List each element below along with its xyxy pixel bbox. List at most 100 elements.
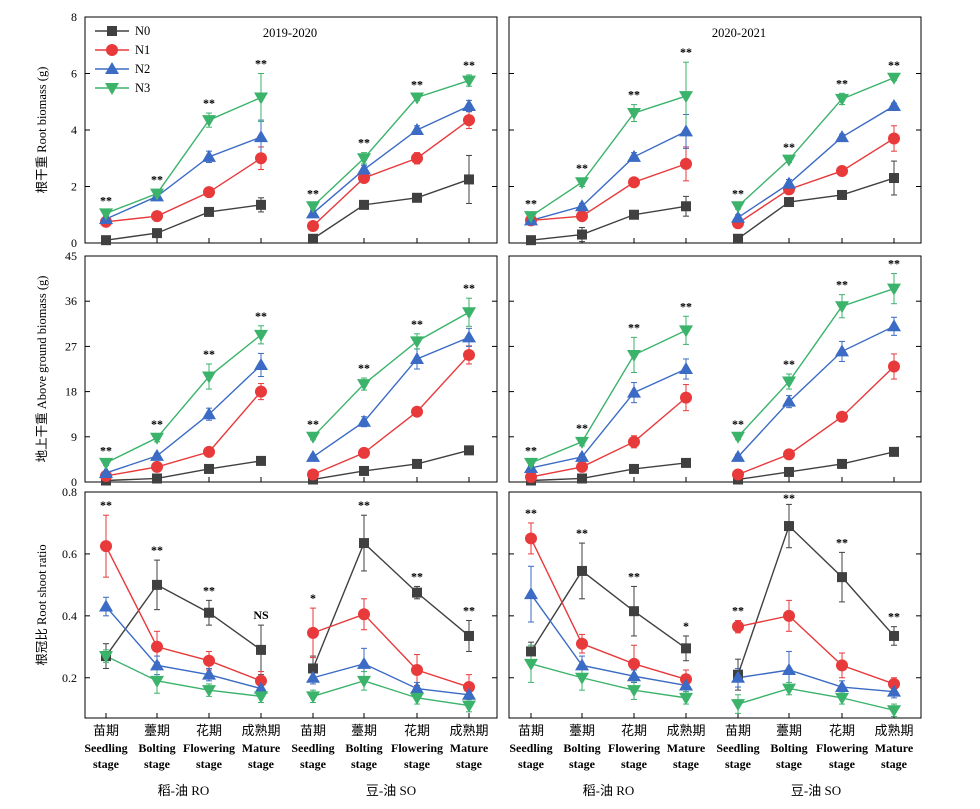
series-line-n0 xyxy=(312,178,470,240)
data-point-n0 xyxy=(359,465,369,476)
data-point-n1 xyxy=(888,132,900,145)
data-point-n3 xyxy=(731,201,745,214)
significance-label: ** xyxy=(836,278,848,292)
data-point-n2 xyxy=(627,385,641,398)
data-point-n0 xyxy=(577,565,587,576)
significance-label: ** xyxy=(525,196,537,210)
x-category-en: Bolting xyxy=(138,741,175,755)
data-point-n3 xyxy=(99,208,113,221)
x-category-en: Flowering xyxy=(391,741,443,755)
data-point-n2 xyxy=(731,670,745,683)
series-line-n2 xyxy=(105,606,262,690)
panel-frame xyxy=(84,255,498,483)
data-point-n3 xyxy=(410,336,424,349)
data-point-n1 xyxy=(525,532,537,545)
data-point-n2 xyxy=(410,123,424,135)
data-point-n2 xyxy=(575,658,589,671)
series-line-n2 xyxy=(312,105,470,214)
series-line-n3 xyxy=(737,287,895,438)
series-line-n3 xyxy=(530,663,687,699)
significance-label: ** xyxy=(628,88,640,102)
data-point-n2 xyxy=(462,98,476,111)
data-point-n3 xyxy=(835,692,849,705)
y-tick-label: 8 xyxy=(71,10,77,24)
y-tick-label: 27 xyxy=(65,339,77,353)
x-category-zh: 薹期 xyxy=(776,723,802,738)
data-point-n1 xyxy=(463,681,475,694)
y-tick-label: 9 xyxy=(71,430,77,444)
data-point-n0 xyxy=(256,455,266,466)
series-line-n1 xyxy=(737,615,895,685)
data-point-n0 xyxy=(204,463,214,474)
data-point-n3 xyxy=(627,349,641,362)
series-line-n0 xyxy=(530,205,687,241)
x-category-zh: 苗期 xyxy=(300,723,326,738)
series-line-n1 xyxy=(105,545,262,682)
data-point-n2 xyxy=(150,658,164,671)
data-point-n3 xyxy=(410,692,424,705)
data-point-n1 xyxy=(255,385,267,398)
significance-label: ** xyxy=(307,417,319,431)
significance-label: ** xyxy=(680,299,692,313)
series-line-n1 xyxy=(312,613,470,688)
series-line-n3 xyxy=(312,680,470,707)
data-point-n2 xyxy=(575,449,589,462)
data-point-n2 xyxy=(462,687,476,700)
data-point-n2 xyxy=(731,449,745,462)
x-category-en-stage: stage xyxy=(144,757,171,771)
y-axis-label: 根干重 Root biomass (g) xyxy=(34,67,49,194)
series-line-n2 xyxy=(737,669,895,693)
significance-label: ** xyxy=(100,194,112,208)
significance-label: ** xyxy=(628,569,640,583)
data-point-n0 xyxy=(629,463,639,474)
data-point-n3 xyxy=(306,431,320,444)
series-line-n3 xyxy=(312,79,470,207)
significance-label: ** xyxy=(463,58,475,72)
data-point-n2 xyxy=(835,680,849,693)
data-point-n1 xyxy=(836,659,848,672)
data-point-n3 xyxy=(254,92,268,105)
x-category-en-stage: stage xyxy=(621,757,648,771)
legend-marker-n3 xyxy=(105,83,119,95)
data-point-n2 xyxy=(679,124,693,137)
data-point-n0 xyxy=(837,189,847,200)
data-point-n1 xyxy=(576,637,588,650)
significance-label: ** xyxy=(525,506,537,520)
series-line-n1 xyxy=(105,157,262,223)
data-point-n3 xyxy=(306,201,320,214)
data-point-n1 xyxy=(203,654,215,667)
data-point-n2 xyxy=(627,669,641,682)
data-point-n0 xyxy=(256,644,266,655)
significance-label: ** xyxy=(255,309,267,323)
legend-label: N1 xyxy=(135,43,150,57)
data-point-n2 xyxy=(887,98,901,111)
data-point-n2 xyxy=(254,130,268,143)
data-point-n1 xyxy=(783,448,795,461)
data-point-n1 xyxy=(576,210,588,223)
significance-label: ** xyxy=(203,347,215,361)
series-line-n1 xyxy=(530,397,687,478)
series-line-n2 xyxy=(530,368,687,469)
y-tick-label: 0.4 xyxy=(62,609,77,623)
significance-label: ** xyxy=(628,320,640,334)
panel-title: 2020-2021 xyxy=(712,26,766,40)
data-point-n2 xyxy=(679,678,693,691)
x-category-en: Seedling xyxy=(291,741,334,755)
legend-label: N3 xyxy=(135,81,150,95)
series-line-n3 xyxy=(105,334,262,464)
y-tick-label: 0 xyxy=(71,236,77,250)
data-point-n2 xyxy=(410,681,424,694)
x-category-zh: 花期 xyxy=(196,723,222,738)
y-tick-label: 45 xyxy=(65,249,77,263)
data-point-n0 xyxy=(577,229,587,240)
significance-label: ** xyxy=(307,186,319,200)
x-category-zh: 成熟期 xyxy=(449,723,488,738)
data-point-n3 xyxy=(524,457,538,470)
data-point-n1 xyxy=(255,674,267,687)
x-category-en: Mature xyxy=(242,741,281,755)
data-point-n0 xyxy=(464,630,474,641)
data-point-n0 xyxy=(784,466,794,477)
data-point-n2 xyxy=(524,587,538,600)
legend-marker-n1 xyxy=(106,44,118,56)
y-tick-label: 18 xyxy=(65,385,77,399)
